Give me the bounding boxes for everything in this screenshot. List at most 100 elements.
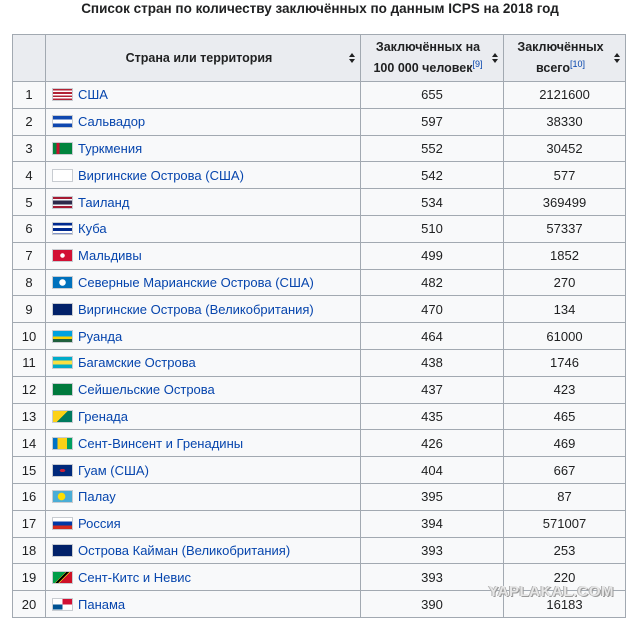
header-country[interactable]: Страна или территория	[45, 34, 361, 82]
row-number: 3	[12, 134, 46, 163]
row-number: 5	[12, 188, 46, 216]
flag-icon	[52, 302, 73, 316]
country-link[interactable]: Туркмения	[78, 140, 143, 156]
flag-icon	[52, 597, 73, 611]
rate-cell: 510	[360, 214, 504, 243]
table-row: 9 Виргинские Острова (Великобритания) 470 1…	[12, 295, 626, 324]
country-cell: Панама	[45, 590, 361, 618]
row-number: 12	[12, 375, 46, 404]
row-number: 15	[12, 456, 46, 484]
flag-icon	[52, 490, 73, 504]
country-link[interactable]: Острова Кайман (Великобритания)	[78, 542, 291, 558]
reference-link[interactable]: [9]	[472, 58, 483, 69]
country-cell: Сент-Винсент и Гренадины	[45, 429, 361, 458]
sort-icon[interactable]	[492, 53, 498, 63]
flag-icon	[52, 356, 73, 370]
flag-icon	[52, 436, 73, 450]
watermark: YAPLAKAL.COM	[488, 583, 614, 600]
country-cell: Таиланд	[45, 188, 361, 216]
country-link[interactable]: Багамские Острова	[78, 355, 196, 371]
total-cell: 270	[503, 268, 626, 297]
row-number: 11	[12, 348, 46, 377]
table-header-row: Страна или территория Заключённых на 100…	[12, 34, 626, 82]
rate-cell: 435	[360, 402, 504, 431]
total-cell: 134	[503, 295, 626, 324]
country-link[interactable]: Куба	[78, 221, 107, 237]
rate-cell: 552	[360, 134, 504, 163]
flag-icon	[52, 570, 73, 584]
country-link[interactable]: Россия	[78, 516, 121, 532]
total-cell: 465	[503, 402, 626, 431]
country-link[interactable]: Виргинские Острова (Великобритания)	[78, 301, 314, 317]
country-link[interactable]: Палау	[78, 489, 116, 505]
header-country-label: Страна или территория	[125, 50, 273, 65]
table-row: 13 Гренада 435 465	[12, 402, 626, 431]
country-link[interactable]: Сейшельские Острова	[78, 382, 215, 398]
row-number: 13	[12, 402, 46, 431]
table-row: 1 США 655 2121600	[12, 81, 626, 109]
total-cell: 369499	[503, 188, 626, 216]
row-number: 16	[12, 482, 46, 511]
row-number: 17	[12, 509, 46, 538]
rate-cell: 482	[360, 268, 504, 297]
table-row: 20 Панама 390 16183	[12, 590, 626, 618]
country-link[interactable]: Сент-Китс и Невис	[78, 569, 191, 585]
rate-cell: 542	[360, 161, 504, 190]
flag-icon	[52, 409, 73, 423]
header-rate[interactable]: Заключённых на 100 000 человек[9]	[360, 34, 504, 82]
row-number: 19	[12, 563, 46, 592]
table-row: 17 Россия 394 571007	[12, 509, 626, 538]
country-cell: Виргинские Острова (Великобритания)	[45, 295, 361, 324]
country-cell: Сейшельские Острова	[45, 375, 361, 404]
total-cell: 87	[503, 482, 626, 511]
flag-icon	[52, 383, 73, 397]
header-total-line1: Заключённых	[517, 39, 604, 54]
country-cell: Палау	[45, 482, 361, 511]
country-link[interactable]: США	[78, 87, 108, 103]
country-cell: Гуам (США)	[45, 456, 361, 484]
row-number: 18	[12, 536, 46, 565]
country-link[interactable]: Гренада	[78, 408, 128, 424]
total-cell: 57337	[503, 214, 626, 243]
country-cell: Багамские Острова	[45, 348, 361, 377]
total-cell: 667	[503, 456, 626, 484]
table-row: 4 Виргинские Острова (США) 542 577	[12, 161, 626, 190]
table-row: 15 Гуам (США) 404 667	[12, 456, 626, 484]
total-cell: 1746	[503, 348, 626, 377]
country-link[interactable]: Руанда	[78, 328, 123, 344]
table-row: 14 Сент-Винсент и Гренадины 426 469	[12, 429, 626, 458]
country-cell: Гренада	[45, 402, 361, 431]
table-row: 6 Куба 510 57337	[12, 214, 626, 243]
flag-icon	[52, 141, 73, 155]
reference-link[interactable]: [10]	[569, 58, 585, 69]
total-cell: 61000	[503, 322, 626, 350]
country-cell: Острова Кайман (Великобритания)	[45, 536, 361, 565]
country-link[interactable]: Сент-Винсент и Гренадины	[78, 435, 244, 451]
total-cell: 16183	[503, 590, 626, 618]
sort-icon[interactable]	[349, 53, 355, 63]
row-number: 4	[12, 161, 46, 190]
country-link[interactable]: Мальдивы	[78, 248, 142, 264]
prisoners-table: Страна или территория Заключённых на 100…	[12, 34, 626, 618]
table-row: 16 Палау 395 87	[12, 482, 626, 511]
rate-cell: 394	[360, 509, 504, 538]
table-row: 10 Руанда 464 61000	[12, 322, 626, 350]
country-cell: Виргинские Острова (США)	[45, 161, 361, 190]
table-row: 19 Сент-Китс и Невис 393 220	[12, 563, 626, 592]
country-link[interactable]: Виргинские Острова (США)	[78, 167, 244, 183]
flag-icon	[52, 463, 73, 477]
country-link[interactable]: Северные Марианские Острова (США)	[78, 274, 314, 290]
country-link[interactable]: Таиланд	[78, 194, 130, 210]
country-link[interactable]: Гуам (США)	[78, 462, 149, 478]
flag-icon	[52, 329, 73, 343]
sort-icon[interactable]	[614, 53, 620, 63]
header-rate-line2: 100 000 человек	[373, 61, 473, 76]
table-row: 2 Сальвадор 597 38330	[12, 107, 626, 136]
header-total[interactable]: Заключённых всего[10]	[503, 34, 626, 82]
country-link[interactable]: Сальвадор	[78, 114, 146, 130]
flag-icon	[52, 88, 73, 102]
total-cell: 30452	[503, 134, 626, 163]
total-cell: 38330	[503, 107, 626, 136]
flag-icon	[52, 543, 73, 557]
country-link[interactable]: Панама	[78, 596, 126, 612]
